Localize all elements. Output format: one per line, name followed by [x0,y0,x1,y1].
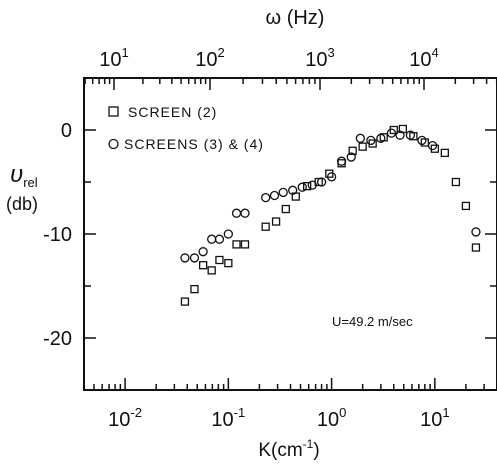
top-tick-label-exponent: 4 [432,45,439,60]
x-tick-label-base: 10 [108,409,130,431]
data-point-circle [346,152,356,162]
x-tick-label-base: 10 [211,409,233,431]
top-tick-label: 101 [99,45,128,71]
x-tick-label-exponent: -2 [130,405,142,420]
data-point-square [271,217,281,226]
y-axis-symbol: υ [10,161,23,188]
top-tick-label-base: 10 [409,49,431,71]
data-point-square [281,204,290,214]
legend-label-screens-3-4: SCREENS (3) & (4) [124,136,264,152]
x-tick-label: 10-2 [108,405,142,431]
data-point-circle [269,190,280,201]
data-point-circle [223,229,233,239]
data-point-square [190,284,199,294]
top-tick-label-base: 10 [195,49,217,71]
data-point-square [348,146,357,155]
y-axis-unit: (db) [6,194,38,214]
y-axis-subscript: rel [23,175,38,190]
top-tick-label-base: 10 [99,49,121,71]
data-point-circle [214,234,225,244]
data-point-circle [240,208,250,218]
data-point-square [261,222,270,231]
data-point-circle [471,227,481,237]
legend: SCREEN (2) SCREENS (3) & (4) [108,104,264,152]
x-axis-unit: (cm [271,440,303,461]
data-point-square [198,261,208,270]
data-point-square [180,297,190,306]
data-point-circle [376,133,386,143]
data-point-square [224,258,233,268]
plot-frame [83,77,497,391]
data-point-square [440,148,449,158]
data-point-circle [278,187,288,198]
data-point-square [207,266,216,275]
data-point-circle [316,177,327,187]
top-tick-label-exponent: 1 [122,45,129,60]
data-point-square [451,177,461,187]
x-tick-label-base: 10 [420,409,442,431]
velocity-annotation: U=49.2 m/sec [332,314,413,329]
data-point-square [471,243,481,252]
data-point-circle [198,247,208,257]
data-point-circle [355,133,366,143]
data-point-square [325,169,334,178]
x-tick-label-exponent: -1 [234,405,246,420]
data-point-circle [231,208,242,218]
top-axis-label: ω (Hz) [266,7,325,29]
x-axis-label: K(cm-1) [258,437,319,461]
data-point-square [303,182,312,191]
data-point-square [430,144,439,153]
data-point-square [232,240,241,249]
data-point-circle [288,185,298,195]
data-point-circle [417,135,427,146]
x-tick-label-exponent: 1 [442,405,449,420]
x-tick-label-exponent: 0 [339,405,346,420]
data-point-circle [395,130,405,140]
data-point-circle [180,253,190,263]
data-point-square [240,240,250,249]
top-tick-label-exponent: 3 [328,45,335,60]
data-point-circle [386,128,397,138]
data-point-circle [366,135,376,146]
top-tick-label-base: 10 [305,49,327,71]
legend-square-marker [108,106,119,117]
data-point-circle [427,140,438,151]
data-point-square [215,255,224,265]
x-tick-label: 100 [317,405,346,431]
x-axis-unit-close: ) [313,440,319,461]
data-point-circle [189,253,200,263]
x-tick-label: 101 [420,405,449,431]
top-tick-label-exponent: 2 [218,45,225,60]
x-axis-symbol: K [258,440,271,461]
x-tick-label-base: 10 [317,409,339,431]
data-point-circle [297,182,307,192]
data-point-square [389,125,398,135]
legend-circle-marker [108,138,119,150]
data-point-circle [336,156,347,166]
legend-label-screen-2: SCREEN (2) [128,104,217,120]
top-tick-label: 104 [409,45,438,71]
data-point-circle [207,234,217,244]
data-point-circle [326,172,337,182]
data-point-square [358,142,367,151]
data-point-square [420,138,429,147]
y-axis-label: υrel [10,161,38,190]
top-tick-label: 102 [195,45,224,71]
data-point-circle [405,130,416,140]
data-point-square [461,201,471,211]
x-tick-label: 10-1 [211,405,245,431]
data-point-circle [307,180,317,190]
points-layer [180,124,481,306]
ticks-layer [83,77,497,391]
top-tick-label: 103 [305,45,334,71]
data-point-circle [261,192,271,203]
y-tick-label: -10 [43,224,72,246]
y-tick-label: -20 [43,328,72,350]
x-axis-unit-exponent: -1 [303,437,314,451]
y-tick-label: 0 [61,120,72,142]
